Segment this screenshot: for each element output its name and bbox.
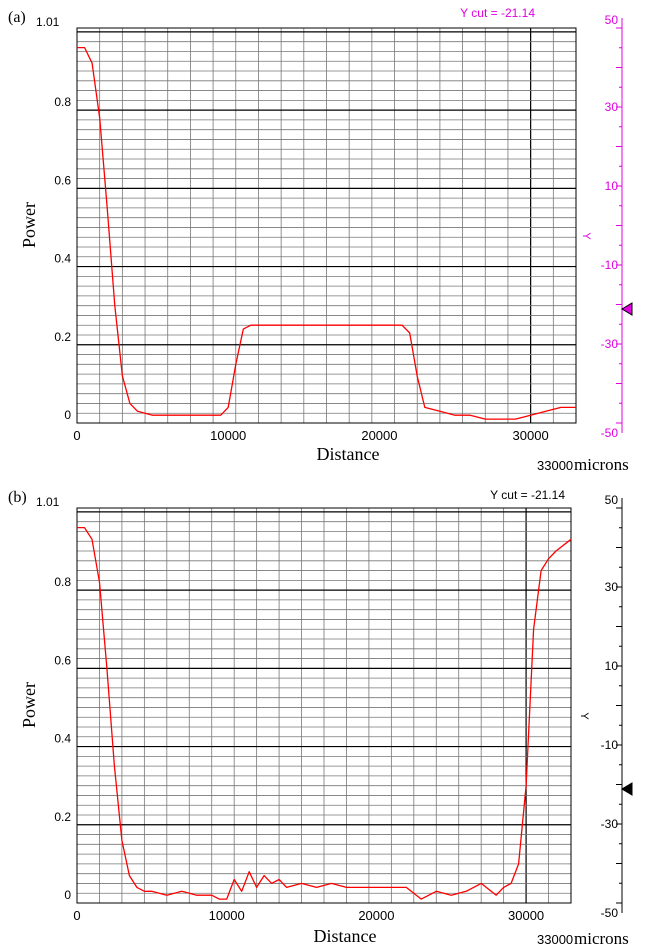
x-tick-label: 0 [73,428,80,443]
right-axis-tick-label: 10 [605,179,619,193]
y-tick-label: 0.8 [54,95,71,109]
right-axis-title: Y [580,232,592,240]
right-axis-tick-label: -50 [601,906,619,920]
right-axis-tick-label: -50 [601,426,619,440]
x-tick-label: 20000 [361,428,397,443]
y-tick-label: 0 [64,408,71,422]
x-tick-labels: 0 10000 20000 30000 [73,908,544,923]
right-axis-tick-label: -10 [601,258,619,272]
x-tick-label: 30000 [513,428,549,443]
y-tick-label: 0.4 [54,732,71,746]
right-axis-tick-label: 50 [605,493,619,507]
power-curve [77,46,576,420]
y-top-label: 1.01 [36,495,60,509]
y-axis-title: Power [19,682,39,728]
x-tick-label: 10000 [209,908,245,923]
plot-border [76,507,572,904]
x-tick-label: 10000 [210,428,246,443]
y-tick-labels: 0 0.2 0.4 0.6 0.8 [54,575,71,902]
y-tick-label: 0.2 [54,330,71,344]
right-axis-tick-label: 30 [605,100,619,114]
curve-layer [77,526,572,900]
y-tick-label: 0 [64,888,71,902]
panel-a: (a) 1.01 Y cut = -21.14 0 0.2 0.4 0.6 0.8 0 1… [8,6,633,474]
y-cut-marker-icon[interactable] [621,782,633,796]
right-axis-tick-label: 10 [605,659,619,673]
x-unit-label: microns [574,929,629,947]
plot-border [76,27,577,424]
y-tick-label: 0.2 [54,810,71,824]
right-axis: 50 30 10 -10 -30 -50 [601,493,623,920]
y-cut-marker-icon[interactable] [621,302,633,316]
x-axis-title: Distance [317,444,380,464]
right-axis-tick-label: 30 [605,580,619,594]
x-tick-label: 20000 [358,908,394,923]
grid [77,28,576,423]
x-end-label: 33000 [537,932,573,947]
y-tick-label: 0.6 [54,653,71,667]
right-axis-tick-label: 50 [605,13,619,27]
y-axis-title: Power [19,202,39,248]
x-tick-labels: 0 10000 20000 30000 [73,428,548,443]
right-axis-title: Y [578,712,590,720]
y-tick-label: 0.8 [54,575,71,589]
y-tick-label: 0.4 [54,252,71,266]
x-unit-label: microns [574,455,629,474]
x-tick-label: 30000 [508,908,544,923]
y-cut-label: Y cut = -21.14 [490,488,565,502]
y-tick-label: 0.6 [54,173,71,187]
right-axis: 50 30 10 -10 -30 -50 [601,13,623,440]
y-cut-label: Y cut = -21.14 [460,6,535,20]
right-axis-tick-label: -10 [601,738,619,752]
panel-b: (b) 1.01 Y cut = -21.14 0 0.2 0.4 0.6 0.8 0 1… [8,488,633,947]
panel-label: (a) [8,9,26,26]
right-axis-tick-label: -30 [601,817,619,831]
x-axis-title: Distance [314,926,377,946]
right-axis-tick-label: -30 [601,337,619,351]
panel-label: (b) [8,489,27,506]
power-curve [77,526,572,900]
y-top-label: 1.01 [36,15,60,29]
grid [77,508,571,903]
curve-layer [77,46,576,420]
x-end-label: 33000 [537,458,573,473]
x-tick-label: 0 [73,908,80,923]
y-tick-labels: 0 0.2 0.4 0.6 0.8 [54,95,71,422]
